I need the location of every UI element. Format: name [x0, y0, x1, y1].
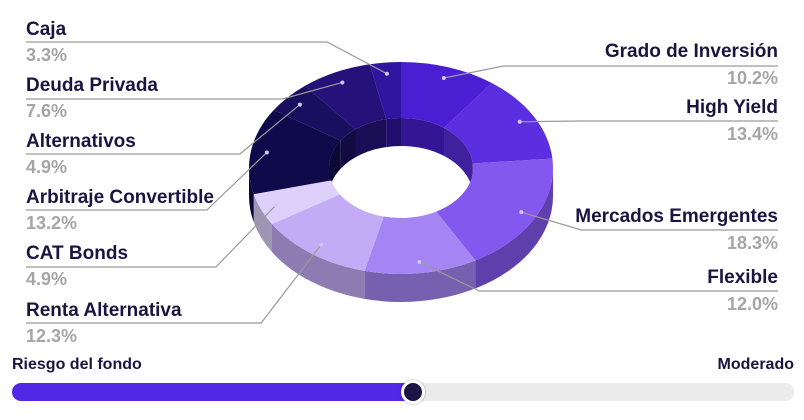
value-label: 12.3% [26, 326, 77, 345]
category-label: CAT Bonds [26, 243, 128, 264]
leader-line [519, 120, 778, 123]
value-label: 7.6% [26, 101, 67, 121]
donut-slice-side [475, 168, 553, 289]
category-label: Deuda Privada [26, 75, 158, 96]
category-label: Arbitraje Convertible [26, 187, 214, 208]
value-label: 13.2% [26, 213, 77, 233]
leader-line [26, 104, 301, 155]
leader-dot [517, 119, 522, 124]
leader-dot [519, 210, 524, 215]
leader-line [521, 211, 778, 231]
donut-slice [369, 62, 401, 120]
risk-title: Riesgo del fondo [12, 356, 142, 373]
leader-dot [273, 203, 278, 208]
leader-dot [441, 76, 446, 81]
value-label: 18.3% [727, 233, 778, 253]
risk-level: Moderado [717, 356, 794, 373]
leader-dot [340, 80, 345, 85]
donut-chart: Grado de Inversión 10.2% High Yield 13.4% Me… [26, 19, 778, 345]
donut-inner-wall [386, 118, 401, 148]
chart-labels: Grado de Inversión 10.2% High Yield 13.4% Me… [26, 19, 778, 345]
donut-slice [273, 85, 356, 141]
leader-dot [319, 242, 324, 247]
leader-line [443, 65, 778, 79]
category-label: Mercados Emergentes [575, 206, 778, 227]
leader-line [26, 204, 277, 268]
category-label: Flexible [707, 267, 778, 288]
donut-slice [436, 158, 553, 261]
category-label: Grado de Inversión [605, 41, 778, 62]
donut-inner-wall [444, 127, 473, 192]
donut-slice-side [253, 194, 272, 253]
donut-slice [271, 194, 384, 271]
risk-indicator: Riesgo del fondo Moderado [12, 356, 794, 406]
donut-slice [401, 62, 492, 128]
value-label: 12.0% [727, 294, 778, 314]
leader-line [26, 41, 388, 75]
risk-fill [12, 383, 411, 401]
category-label: Renta Alternativa [26, 300, 182, 321]
leader-lines [26, 41, 778, 324]
value-label: 3.3% [26, 45, 67, 65]
donut-inner-wall [401, 118, 445, 156]
donut-inner-wall [329, 140, 341, 196]
leader-line [26, 152, 268, 211]
value-label: 4.9% [26, 269, 67, 289]
donut-inner-wall [355, 119, 387, 158]
leader-dot [297, 102, 302, 107]
donut-slice [444, 82, 553, 164]
leader-line [26, 81, 343, 100]
donut-slice [249, 109, 341, 195]
donut-slice [304, 64, 387, 130]
category-label: High Yield [686, 97, 778, 118]
donut-slice [364, 211, 476, 274]
value-label: 4.9% [26, 157, 67, 177]
donut-slice-side [249, 168, 254, 223]
leader-dot [384, 71, 389, 76]
risk-track [12, 380, 794, 404]
donut-slice [253, 180, 340, 225]
donut-inner-wall [340, 129, 356, 169]
donut-slice-side [271, 224, 365, 299]
category-label: Alternativos [26, 131, 136, 152]
leader-line [419, 261, 778, 292]
donut-slice-side [364, 260, 476, 302]
leader-line [26, 244, 322, 324]
value-label: 13.4% [727, 124, 778, 144]
category-label: Caja [26, 19, 67, 40]
leader-dot [264, 150, 269, 155]
leader-dot [417, 259, 422, 264]
value-label: 10.2% [727, 68, 778, 88]
donut-slices [249, 62, 553, 302]
risk-knob [400, 380, 425, 404]
